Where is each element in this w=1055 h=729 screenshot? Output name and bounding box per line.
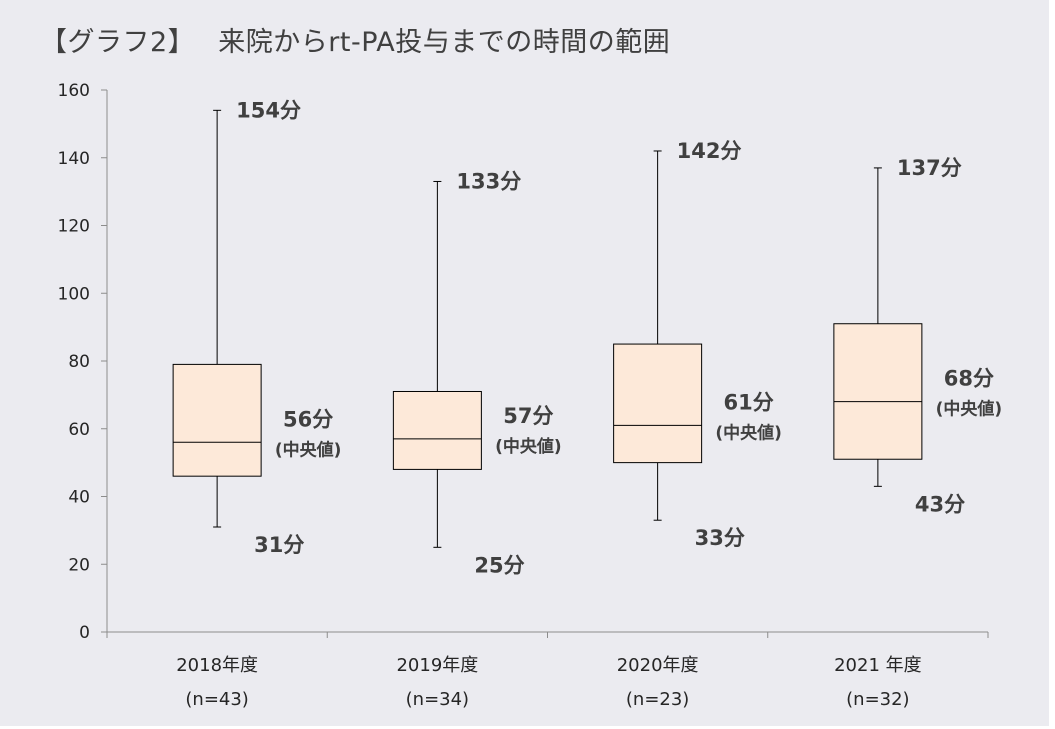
y-tick-label: 0 [79,623,90,643]
x-category-count: (n=43) [185,689,248,710]
y-tick-label: 40 [68,488,90,508]
y-tick-label: 80 [68,352,90,372]
max-label: 133分 [456,169,521,193]
axes: 0 20 40 60 80 100 120 140 160 2018年度 (n=43) 2019年度 (… [58,81,989,710]
y-tick-label: 20 [68,555,90,575]
box-plot-0: 154分 31分 56分 (中央値) [172,98,342,557]
median-note: (中央値) [936,399,1003,420]
box-plot-2: 142分 33分 61分 (中央値) [613,139,782,550]
x-category-count: (n=32) [846,689,909,710]
y-tick-label: 160 [58,81,90,101]
median-note: (中央値) [715,422,782,443]
x-category-label: 2018年度 [176,655,258,676]
min-label: 31分 [254,533,304,557]
iqr-box [613,343,703,464]
median-note: (中央値) [495,436,562,457]
median-label: 61分 [724,390,774,414]
box-plot-3: 137分 43分 68分 (中央値) [833,156,1003,516]
iqr-box [392,390,482,470]
min-label: 25分 [474,553,524,577]
x-category-count: (n=23) [626,689,689,710]
median-label: 56分 [283,407,333,431]
max-label: 154分 [236,98,301,122]
x-category-label: 2020年度 [617,655,699,676]
box-plot-1: 133分 25分 57分 (中央値) [392,169,562,577]
median-note: (中央値) [275,439,342,460]
plot-area: 154分 31分 56分 (中央値) 133分 25分 57分 (中央値) 142分 33分 61分… [172,98,1003,577]
y-tick-label: 120 [58,217,90,237]
median-label: 57分 [503,404,553,428]
iqr-box [833,323,923,460]
median-label: 68分 [944,367,994,391]
max-label: 142分 [677,139,742,163]
iqr-box [172,363,262,477]
chart-title: 【グラフ2】 来院からrt-PA投与までの時間の範囲 [40,27,671,58]
min-label: 43分 [915,492,965,516]
min-label: 33分 [695,526,745,550]
y-tick-label: 100 [58,284,90,304]
x-category-count: (n=34) [406,689,469,710]
max-label: 137分 [897,156,962,180]
x-category-label: 2019年度 [396,655,478,676]
x-category-label: 2021 年度 [834,655,922,676]
y-tick-label: 60 [68,420,90,440]
y-tick-label: 140 [58,149,90,169]
